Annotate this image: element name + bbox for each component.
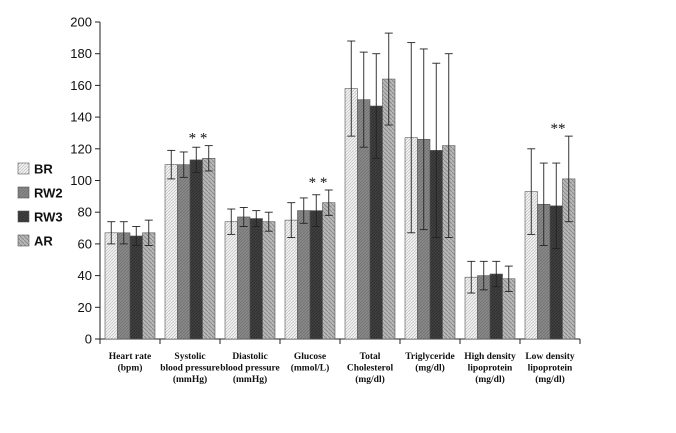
x-category-label: Diastolic — [232, 352, 267, 362]
bar-rw3 — [189, 159, 203, 340]
bar-rw2 — [237, 216, 251, 340]
y-tick-label: 140 — [70, 110, 92, 125]
y-tick-label: 200 — [70, 15, 92, 30]
x-category-label: (mg/dl) — [535, 374, 565, 385]
x-category-label: lipoprotein — [468, 364, 513, 374]
y-tick-label: 120 — [70, 141, 92, 156]
legend-swatch-rw2 — [17, 186, 30, 199]
x-category-label: blood pressure — [160, 364, 220, 374]
x-category-label: (mmHg) — [233, 374, 267, 385]
y-tick-label: 160 — [70, 78, 92, 93]
bar-br — [164, 164, 178, 340]
y-tick-label: 60 — [78, 236, 92, 251]
x-category-label: (mmol/L) — [291, 363, 330, 374]
bar-ar — [262, 221, 276, 340]
significance-marker: ** — [551, 121, 566, 137]
y-tick-label: 0 — [85, 332, 92, 347]
legend-label: RW2 — [34, 186, 63, 201]
y-tick-label: 20 — [78, 300, 92, 315]
significance-marker: * * — [309, 175, 328, 191]
legend-swatch-ar — [17, 234, 30, 247]
x-category-label: Heart rate — [109, 352, 151, 362]
bar-ar — [202, 158, 216, 340]
y-tick-label: 80 — [78, 205, 92, 220]
bar-rw2 — [117, 232, 131, 340]
bar-rw3 — [309, 210, 323, 340]
x-category-label: Systolic — [174, 352, 205, 362]
x-category-label: Glucose — [294, 352, 326, 362]
x-category-label: (bpm) — [118, 363, 143, 374]
x-category-label: (mg/dl) — [415, 363, 445, 374]
x-category-label: (mmHg) — [173, 374, 207, 385]
x-category-label: (mg/dl) — [355, 374, 385, 385]
x-category-label: lipoprotein — [528, 364, 573, 374]
y-tick-label: 180 — [70, 46, 92, 61]
bar-rw2 — [297, 210, 311, 340]
legend-swatch-rw3 — [17, 210, 30, 223]
y-tick-label: 40 — [78, 268, 92, 283]
legend-label: RW3 — [34, 210, 63, 225]
x-category-label: Total — [360, 352, 381, 362]
x-category-label: Cholesterol — [347, 364, 394, 374]
bar-rw3 — [249, 218, 263, 340]
bar-br — [104, 232, 118, 340]
bar-ar — [322, 202, 336, 340]
bar-ar — [142, 232, 156, 340]
x-category-label: blood pressure — [220, 364, 280, 374]
bar-br — [224, 221, 238, 340]
x-category-label: Low density — [525, 352, 575, 362]
legend-label: BR — [34, 162, 53, 177]
y-tick-label: 100 — [70, 173, 92, 188]
x-category-label: (mg/dl) — [475, 374, 505, 385]
bar-rw2 — [177, 164, 191, 340]
bar-rw3 — [129, 235, 143, 340]
x-category-label: Triglyceride — [405, 352, 454, 362]
plot-area: 0 20 40 60 80 100 120 140 160 180 200 Heart rate(bp… — [17, 15, 581, 385]
legend-label: AR — [34, 234, 53, 249]
significance-marker: * * — [189, 131, 208, 147]
legend-swatch-br — [17, 162, 30, 175]
x-category-label: High density — [464, 352, 516, 362]
